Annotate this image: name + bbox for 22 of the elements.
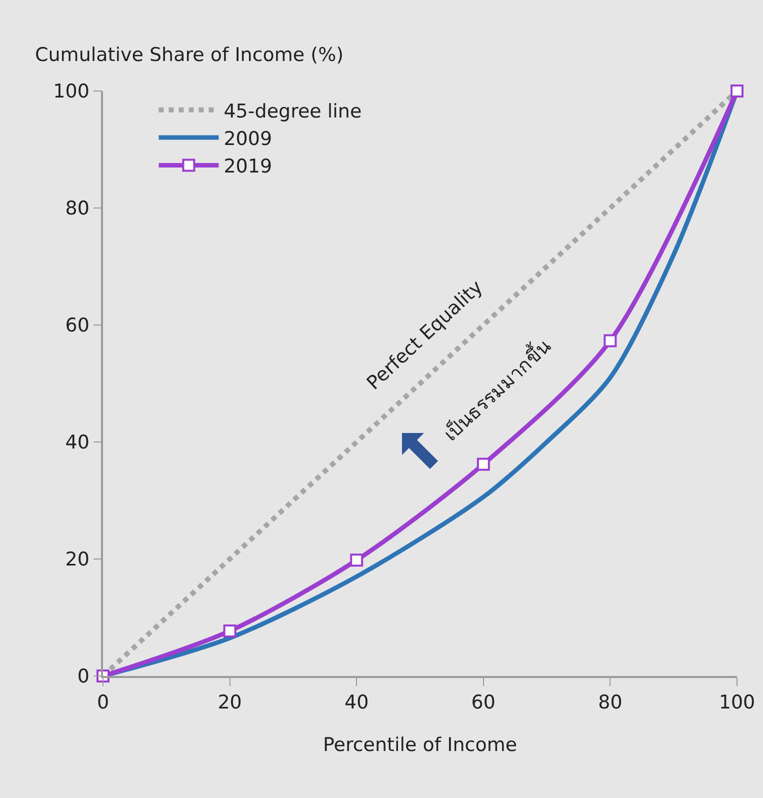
point xyxy=(604,334,617,348)
y-tick-label: 80 xyxy=(65,198,90,220)
x-tick-label: 40 xyxy=(344,692,369,714)
y-tick-label: 20 xyxy=(65,548,90,571)
y-tick-label: 40 xyxy=(65,432,90,454)
y-tick-label: 0 xyxy=(77,666,90,688)
x-tick-label: 100 xyxy=(718,692,756,714)
legend-label: 2009 xyxy=(224,128,272,150)
legend-label: 45-degree line xyxy=(224,100,362,122)
x-tick-label: 20 xyxy=(218,692,242,714)
point xyxy=(476,458,490,471)
x-tick-label: 80 xyxy=(598,692,622,714)
legend-label: 2019 xyxy=(224,156,272,178)
point xyxy=(730,84,744,98)
x-tick-label: 0 xyxy=(96,692,110,714)
y-axis-title: Cumulative Share of Income (%) xyxy=(35,44,344,66)
x-axis-title: Percentile of Income xyxy=(322,734,518,756)
point xyxy=(223,624,236,638)
x-tick-label: 60 xyxy=(471,692,496,714)
y-tick-label: 60 xyxy=(65,314,90,337)
y-tick-label: 100 xyxy=(53,80,90,103)
point xyxy=(350,554,364,567)
